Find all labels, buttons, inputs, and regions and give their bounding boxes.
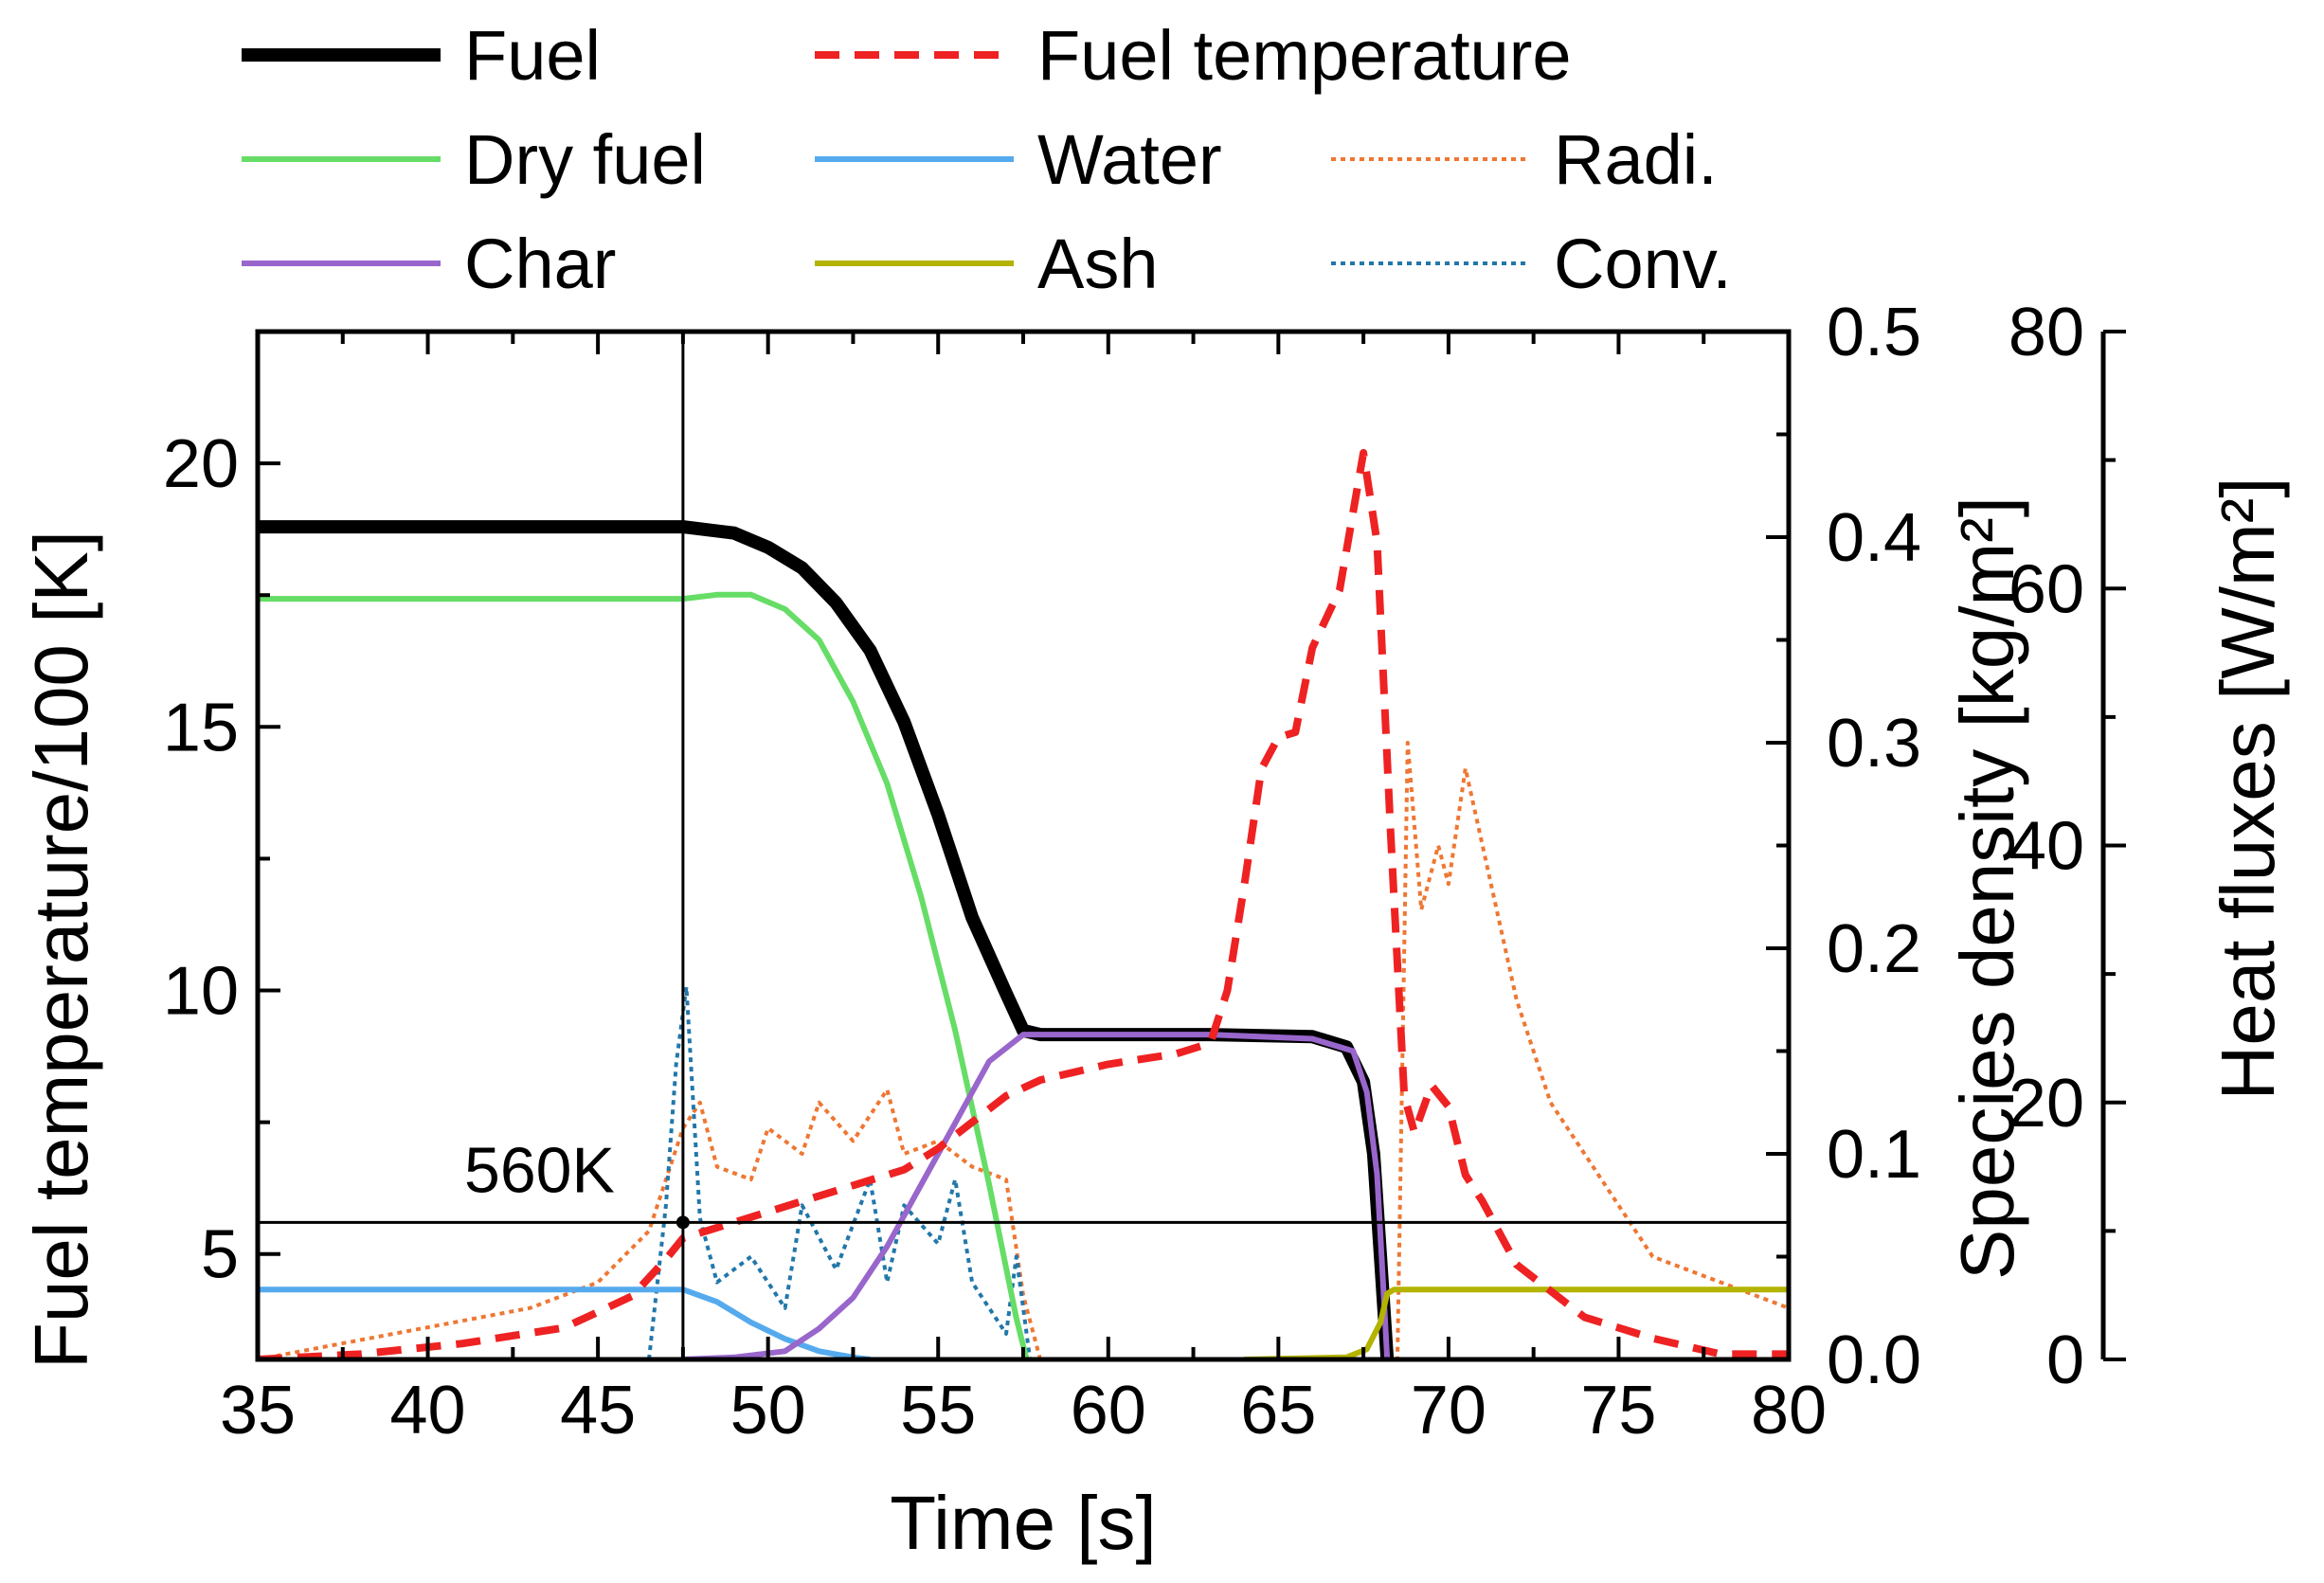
reference-intersection-marker [676, 1215, 690, 1230]
x-tick-label: 35 [220, 1373, 296, 1448]
series-line-dry-fuel [258, 591, 1030, 1359]
y-flux-tick-label: 0 [2046, 1322, 2084, 1398]
y-density-tick-label: 0.4 [1827, 500, 1921, 576]
y-left-tick-label: 20 [163, 426, 239, 502]
legend: Fuel Dry fuel Water Char Ash Fuel temperature… [242, 16, 1732, 303]
ticks: 35 40 45 50 55 60 65 70 75 80 5 10 15 20 0.0 0.1 0.2 0.3 0… [163, 295, 2126, 1448]
y-axis-title-density: Species density [kg/m²] [1945, 496, 2029, 1280]
x-tick-label: 55 [900, 1373, 976, 1448]
series-line-conv [647, 984, 1033, 1359]
y-flux-tick-label: 80 [2009, 295, 2084, 370]
x-tick-label: 60 [1071, 1373, 1146, 1448]
y-left-tick-label: 10 [163, 954, 239, 1030]
x-axis-title: Time [s] [890, 1481, 1156, 1565]
y-density-tick-label: 0.1 [1827, 1117, 1921, 1193]
legend-label: Fuel temperature [1037, 16, 1572, 95]
legend-item: Water [815, 120, 1222, 199]
y-axis-title-left: Fuel temperature/100 [K] [19, 531, 103, 1369]
y-flux-tick-label: 40 [2009, 809, 2084, 885]
reference-lines [258, 332, 1789, 1359]
legend-label: Char [464, 225, 616, 303]
x-tick-label: 40 [390, 1373, 466, 1448]
legend-item: Char [242, 225, 616, 303]
y-density-tick-label: 0.3 [1827, 706, 1921, 782]
legend-label: Fuel [464, 16, 601, 95]
y-density-tick-label: 0.0 [1827, 1322, 1921, 1398]
series-line-char [682, 1032, 1391, 1359]
legend-items: Fuel Dry fuel Water Char Ash Fuel temperature… [242, 16, 1732, 303]
legend-item: Conv. [1331, 225, 1732, 303]
y-left-tick-label: 15 [163, 690, 239, 765]
legend-label: Radi. [1554, 120, 1718, 199]
x-tick-label: 50 [730, 1373, 806, 1448]
y-axis-title-heat-flux: Heat fluxes [W/m²] [2206, 477, 2290, 1101]
legend-item: Fuel [242, 16, 601, 95]
y-density-tick-label: 0.2 [1827, 911, 1921, 987]
x-tick-label: 65 [1240, 1373, 1316, 1448]
legend-label: Ash [1037, 225, 1159, 303]
y-flux-tick-label: 60 [2009, 551, 2084, 627]
series-line-water [258, 1286, 871, 1359]
x-tick-label: 45 [560, 1373, 636, 1448]
y-density-tick-label: 0.5 [1827, 295, 1921, 370]
legend-label: Conv. [1554, 225, 1732, 303]
annotation-560k: 560K [464, 1134, 615, 1206]
y-left-tick-label: 5 [201, 1217, 239, 1293]
legend-item: Radi. [1331, 120, 1718, 199]
legend-item: Fuel temperature [815, 16, 1572, 95]
series-line-radi [258, 741, 1789, 1359]
y-flux-tick-label: 20 [2009, 1066, 2084, 1142]
legend-label: Dry fuel [464, 120, 706, 199]
legend-label: Water [1037, 120, 1222, 199]
x-tick-label: 75 [1580, 1373, 1656, 1448]
x-tick-label: 80 [1751, 1373, 1827, 1448]
x-tick-label: 70 [1411, 1373, 1486, 1448]
legend-item: Ash [815, 225, 1159, 303]
legend-item: Dry fuel [242, 120, 706, 199]
